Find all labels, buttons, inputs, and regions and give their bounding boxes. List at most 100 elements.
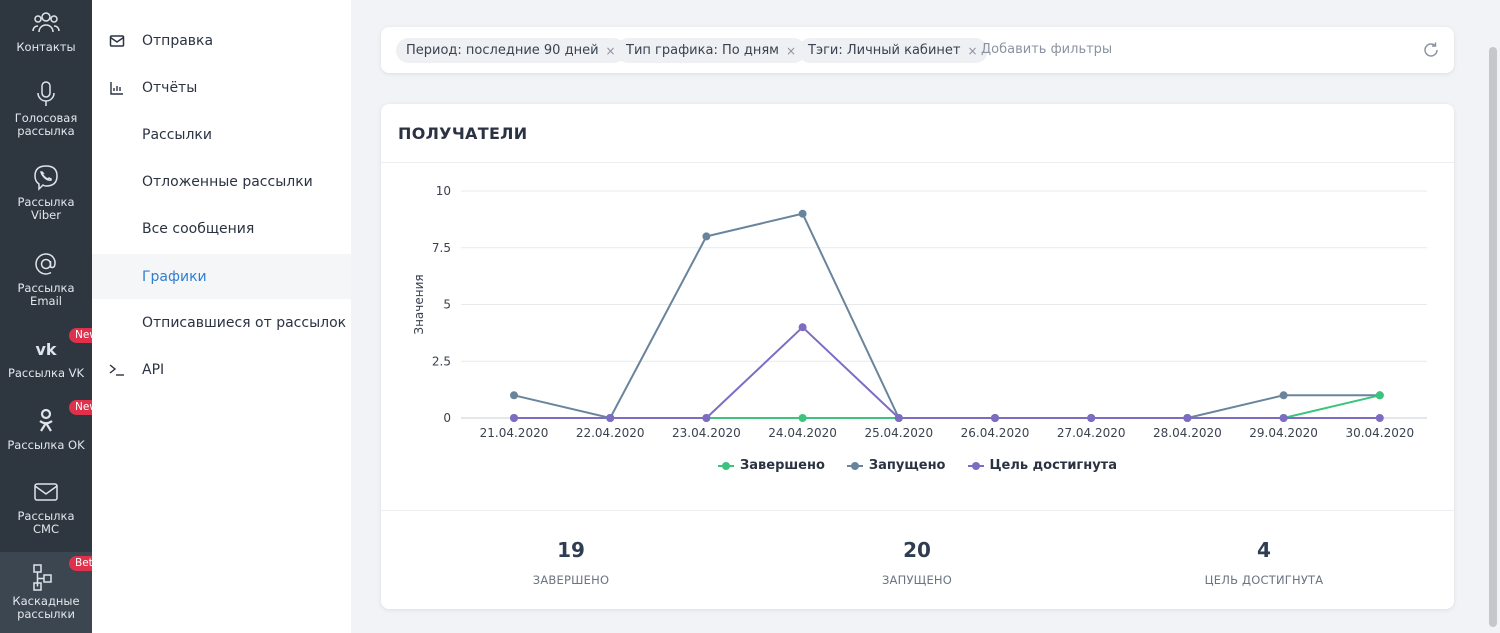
submenu-item-reports[interactable]: Отчёты (92, 66, 351, 110)
filter-chip-chart-type[interactable]: Тип графика: По дням × (616, 38, 807, 63)
x-tick-label: 25.04.2020 (864, 426, 933, 440)
cascade-icon: Beta (31, 556, 106, 592)
rail-item-cascade[interactable]: Beta Каскадные рассылки (0, 552, 106, 633)
data-point (798, 209, 807, 218)
data-point (1279, 414, 1288, 422)
filter-chip-period[interactable]: Период: последние 90 дней × (396, 38, 626, 63)
divider (381, 510, 1454, 511)
x-tick-label: 23.04.2020 (672, 426, 741, 440)
envelope-icon (92, 33, 142, 49)
rail-item-ok[interactable]: New Рассылка OK (0, 400, 104, 452)
submenu-item-all-messages[interactable]: Все сообщения (92, 207, 351, 251)
data-point (991, 414, 999, 422)
data-point (798, 414, 807, 422)
rail-item-vk[interactable]: vk New Рассылка VK (0, 328, 104, 380)
submenu-item-unsubscribed[interactable]: Отписавшиеся от рассылок (92, 301, 351, 345)
filter-chip-label: Тэги: Личный кабинет (808, 43, 961, 58)
chart-legend: Завершено Запущено Цель достигнута (381, 458, 1454, 473)
submenu-item-label: Отложенные рассылки (142, 174, 313, 190)
data-point (1087, 414, 1096, 422)
data-point (1375, 414, 1384, 422)
rail-item-contacts[interactable]: Контакты (0, 8, 92, 54)
submenu-item-label: Рассылки (142, 127, 212, 143)
y-tick-label: 0 (443, 411, 451, 425)
data-point (798, 323, 807, 332)
rail-item-label: Рассылка Email (17, 281, 75, 308)
rail-item-label: Голосовая рассылка (14, 111, 78, 138)
terminal-icon (92, 362, 142, 378)
refresh-icon[interactable] (1421, 40, 1441, 60)
legend-label: Запущено (868, 458, 946, 473)
data-point (702, 232, 711, 241)
remove-filter-icon[interactable]: × (605, 43, 616, 58)
data-point (702, 414, 711, 422)
data-point (1375, 391, 1384, 400)
data-point (1183, 414, 1192, 422)
rail-item-label: Контакты (16, 40, 76, 54)
stat-goal-reached: 4 ЦЕЛЬ ДОСТИГНУТА (1164, 538, 1364, 587)
submenu-item-send[interactable]: Отправка (92, 19, 351, 63)
submenu-item-label: Все сообщения (142, 221, 255, 237)
y-tick-label: 2.5 (432, 354, 451, 368)
data-point (510, 414, 518, 422)
scrollbar-thumb[interactable] (1489, 47, 1497, 627)
submenu-item-charts[interactable]: Графики (92, 254, 351, 299)
rail-item-email[interactable]: Рассылка Email (0, 249, 92, 308)
x-tick-label: 26.04.2020 (961, 426, 1030, 440)
y-tick-label: 10 (436, 184, 451, 198)
rail-item-label: Рассылка OK (7, 438, 85, 452)
rail-item-viber[interactable]: Рассылка Viber (0, 163, 92, 222)
stat-value: 20 (903, 538, 931, 562)
legend-item[interactable]: Запущено (846, 458, 946, 473)
divider (381, 162, 1454, 163)
series-line (514, 325, 1380, 419)
submenu-item-mailings[interactable]: Рассылки (92, 113, 351, 157)
section-submenu: Отправка Отчёты Рассылки Отложенные расс… (92, 0, 351, 633)
data-point (894, 414, 903, 422)
rail-item-sms[interactable]: Рассылка СМС (0, 477, 92, 536)
x-tick-label: 22.04.2020 (576, 426, 645, 440)
submenu-item-scheduled[interactable]: Отложенные рассылки (92, 160, 351, 204)
remove-filter-icon[interactable]: × (967, 43, 978, 58)
stat-launched: 20 ЗАПУЩЕНО (817, 538, 1017, 587)
recipients-card: ПОЛУЧАТЕЛИ 0 2.5 5 7.5 10 Значения 21.04.2020 2… (381, 104, 1454, 609)
legend-marker (846, 461, 863, 471)
app-icon-rail: Контакты Голосовая рассылка Рассылка Vib… (0, 0, 106, 633)
data-point (606, 414, 615, 422)
svg-text:vk: vk (35, 340, 56, 359)
rail-item-label: Рассылка VK (7, 366, 85, 380)
rail-item-label: Рассылка Viber (17, 195, 75, 222)
ok-icon: New (31, 400, 104, 436)
x-tick-label: 30.04.2020 (1345, 426, 1414, 440)
x-tick-label: 27.04.2020 (1057, 426, 1126, 440)
add-filters-input[interactable]: Добавить фильтры (981, 42, 1113, 57)
submenu-item-label: Графики (142, 268, 207, 285)
viber-icon (31, 163, 61, 193)
filter-chip-label: Тип графика: По дням (626, 43, 779, 58)
legend-marker (967, 461, 984, 471)
contacts-icon (31, 8, 61, 38)
y-tick-label: 7.5 (432, 241, 451, 255)
y-axis-label: Значения (412, 274, 426, 334)
stat-value: 19 (557, 538, 585, 562)
y-tick-label: 5 (443, 298, 451, 312)
submenu-item-label: API (142, 362, 165, 378)
stat-label: ЦЕЛЬ ДОСТИГНУТА (1204, 573, 1324, 587)
rail-item-voice[interactable]: Голосовая рассылка (0, 79, 92, 138)
submenu-item-api[interactable]: API (92, 348, 351, 392)
filter-chip-label: Период: последние 90 дней (406, 43, 599, 58)
filter-chip-tags[interactable]: Тэги: Личный кабинет × (798, 38, 988, 63)
series-line (513, 212, 1380, 420)
x-tick-label: 24.04.2020 (768, 426, 837, 440)
legend-item[interactable]: Завершено (718, 458, 825, 473)
legend-label: Цель достигнута (989, 458, 1117, 473)
series-line (514, 394, 1381, 419)
stat-label: ЗАВЕРШЕНО (532, 573, 610, 587)
card-title: ПОЛУЧАТЕЛИ (398, 124, 528, 143)
microphone-icon (31, 79, 61, 109)
submenu-item-label: Отписавшиеся от рассылок (142, 315, 347, 331)
legend-item[interactable]: Цель достигнута (967, 458, 1117, 473)
x-tick-label: 28.04.2020 (1153, 426, 1222, 440)
remove-filter-icon[interactable]: × (785, 43, 797, 58)
x-tick-label: 21.04.2020 (480, 426, 549, 440)
